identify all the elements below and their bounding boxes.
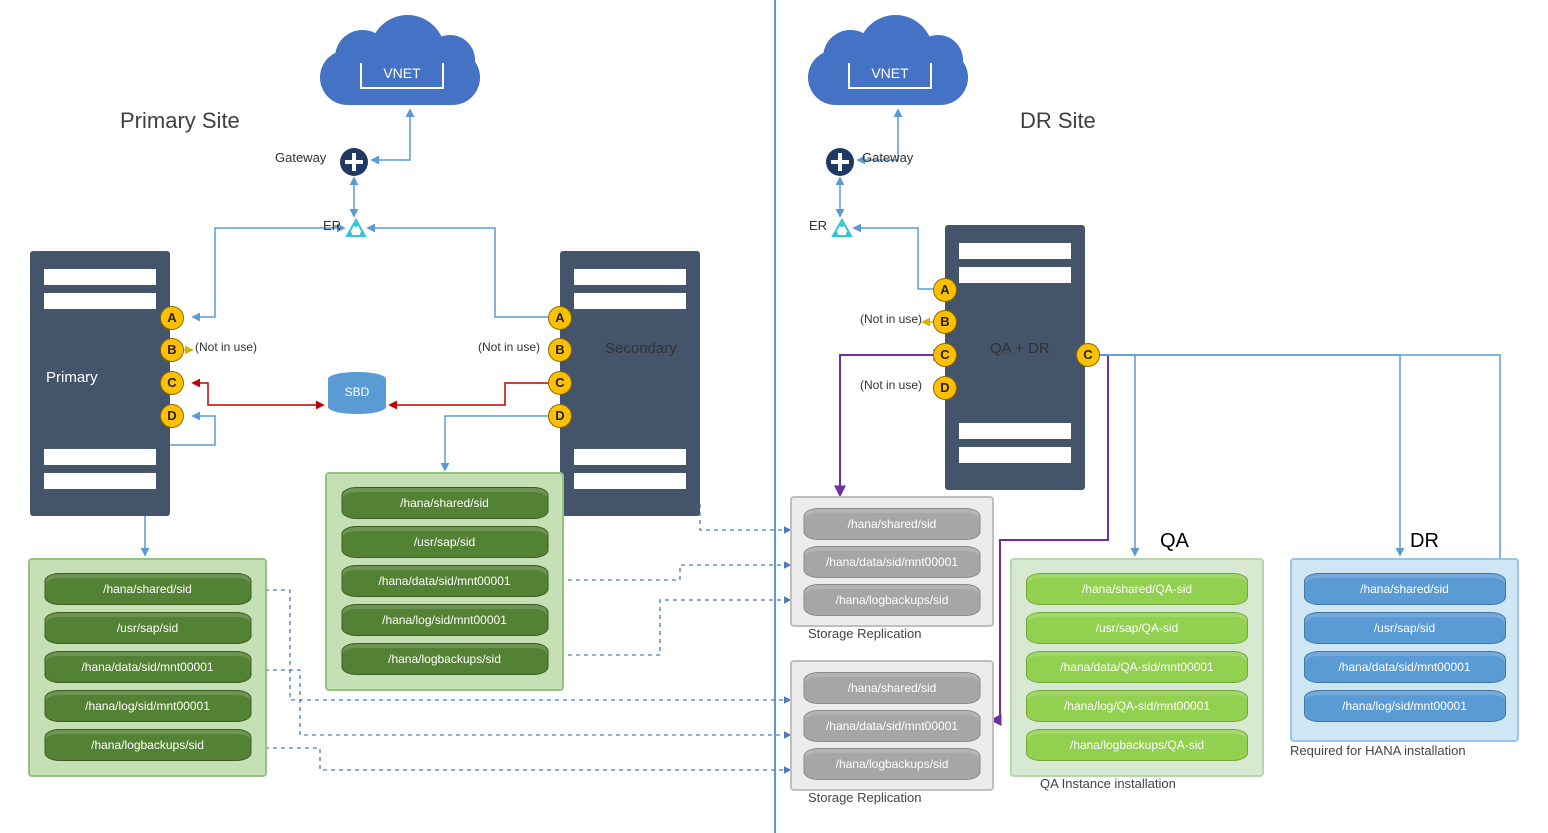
- volume-item: /hana/data/sid/mnt00001: [1304, 651, 1506, 683]
- port-qadr-a: A: [933, 278, 957, 302]
- server-secondary-label: Secondary: [605, 340, 677, 357]
- er-label: ER: [323, 218, 341, 233]
- volume-item: /hana/shared/sid: [341, 487, 548, 519]
- volgroup-primary: /hana/shared/sid /usr/sap/sid /hana/data…: [28, 558, 267, 777]
- vnet-label: VNET: [848, 63, 932, 89]
- volume-item: /hana/data/sid/mnt00001: [341, 565, 548, 597]
- port-primary-b: B: [160, 338, 184, 362]
- port-primary-d: D: [160, 404, 184, 428]
- volgroup-storage-rep-bottom: /hana/shared/sid /hana/data/sid/mnt00001…: [790, 660, 994, 791]
- volume-item: /hana/logbackups/QA-sid: [1026, 729, 1248, 761]
- port-primary-c: C: [160, 371, 184, 395]
- port-qadr-c-right: C: [1076, 343, 1100, 367]
- volume-item: /hana/logbackups/sid: [341, 643, 548, 675]
- port-primary-a: A: [160, 306, 184, 330]
- volume-item: /usr/sap/sid: [44, 612, 251, 644]
- volume-item: /hana/shared/sid: [44, 573, 251, 605]
- volume-item: /hana/logbackups/sid: [44, 729, 251, 761]
- volume-item: /hana/shared/sid: [804, 508, 981, 540]
- volume-item: /hana/log/sid/mnt00001: [44, 690, 251, 722]
- not-in-use-label: (Not in use): [860, 312, 922, 326]
- vnet-cloud-dr: VNET: [798, 15, 978, 125]
- volgroup-storage-rep-top: /hana/shared/sid /hana/data/sid/mnt00001…: [790, 496, 994, 627]
- volume-item: /hana/data/sid/mnt00001: [804, 546, 981, 578]
- server-secondary: [560, 251, 700, 516]
- volume-item: /hana/shared/sid: [1304, 573, 1506, 605]
- volume-item: /hana/logbackups/sid: [804, 748, 981, 780]
- port-qadr-b: B: [933, 310, 957, 334]
- not-in-use-label: (Not in use): [860, 378, 922, 392]
- port-qadr-d: D: [933, 376, 957, 400]
- sbd-label: SBD: [328, 385, 386, 399]
- er-label: ER: [809, 218, 827, 233]
- dr-site-title: DR Site: [1020, 108, 1096, 134]
- port-qadr-c-left: C: [933, 343, 957, 367]
- volume-item: /hana/log/sid/mnt00001: [1304, 690, 1506, 722]
- port-secondary-b: B: [548, 338, 572, 362]
- volgroup-dr: /hana/shared/sid /usr/sap/sid /hana/data…: [1290, 558, 1519, 742]
- port-secondary-c: C: [548, 371, 572, 395]
- qa-title: QA: [1160, 530, 1189, 553]
- gateway-icon-dr: [826, 148, 854, 176]
- not-in-use-label: (Not in use): [195, 340, 257, 354]
- server-primary: Primary: [30, 251, 170, 516]
- volume-item: /hana/log/sid/mnt00001: [341, 604, 548, 636]
- volume-item: /hana/logbackups/sid: [804, 584, 981, 616]
- volgroup-secondary: /hana/shared/sid /usr/sap/sid /hana/data…: [325, 472, 564, 691]
- vnet-label: VNET: [360, 63, 444, 89]
- dr-title: DR: [1410, 530, 1439, 553]
- volgroup-qa: /hana/shared/QA-sid /usr/sap/QA-sid /han…: [1010, 558, 1264, 777]
- vnet-cloud-primary: VNET: [310, 15, 490, 125]
- volume-item: /hana/data/QA-sid/mnt00001: [1026, 651, 1248, 683]
- storage-replication-label: Storage Replication: [808, 790, 921, 805]
- er-node-dr: [831, 218, 853, 240]
- storage-replication-label: Storage Replication: [808, 626, 921, 641]
- hana-install-label: Required for HANA installation: [1290, 743, 1466, 758]
- sbd-disk: SBD: [328, 372, 386, 414]
- gateway-icon-primary: [340, 148, 368, 176]
- volume-item: /hana/data/sid/mnt00001: [804, 710, 981, 742]
- volume-item: /hana/data/sid/mnt00001: [44, 651, 251, 683]
- server-qadr: [945, 225, 1085, 490]
- volume-item: /usr/sap/sid: [1304, 612, 1506, 644]
- volume-item: /hana/shared/QA-sid: [1026, 573, 1248, 605]
- port-secondary-a: A: [548, 306, 572, 330]
- server-primary-label: Primary: [46, 369, 98, 386]
- qa-instance-label: QA Instance installation: [1040, 776, 1176, 791]
- server-qadr-label: QA + DR: [990, 340, 1050, 357]
- port-secondary-d: D: [548, 404, 572, 428]
- volume-item: /hana/log/QA-sid/mnt00001: [1026, 690, 1248, 722]
- er-node-primary: [345, 218, 367, 240]
- not-in-use-label: (Not in use): [478, 340, 540, 354]
- gateway-label: Gateway: [862, 150, 913, 165]
- volume-item: /hana/shared/sid: [804, 672, 981, 704]
- gateway-label: Gateway: [275, 150, 326, 165]
- volume-item: /usr/sap/QA-sid: [1026, 612, 1248, 644]
- volume-item: /usr/sap/sid: [341, 526, 548, 558]
- primary-site-title: Primary Site: [120, 108, 240, 134]
